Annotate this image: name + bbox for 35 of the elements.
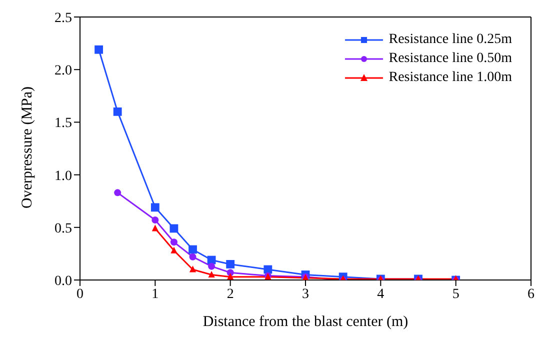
- point: [264, 265, 272, 274]
- legend-label: Resistance line 0.50m: [388, 50, 512, 68]
- point: [189, 266, 196, 272]
- point: [170, 246, 178, 254]
- y-tick-label: 1.0: [54, 168, 72, 184]
- point: [113, 107, 122, 116]
- point: [152, 224, 158, 232]
- point: [188, 245, 197, 254]
- y-tick-label: 0.0: [54, 274, 72, 289]
- y-tick-label: 2.0: [54, 64, 72, 79]
- point: [189, 253, 196, 260]
- x-tick-label: 6: [528, 286, 534, 302]
- legend-label: Resistance line 1.00m: [388, 69, 512, 87]
- x-tick-label: 2: [226, 286, 234, 302]
- x-axis-title: Distance from the blast center (m): [202, 314, 408, 330]
- point: [208, 270, 215, 278]
- point: [227, 273, 234, 280]
- point: [170, 238, 178, 246]
- x-tick-label: 1: [152, 286, 159, 302]
- x-tick-label: 5: [452, 286, 460, 302]
- y-axis-title: Overpressure (MPa): [19, 86, 36, 208]
- x-tick-label: 4: [377, 286, 384, 302]
- point: [94, 45, 103, 54]
- point: [226, 260, 235, 268]
- point: [208, 262, 216, 270]
- y-tick-label: 1.5: [54, 116, 72, 132]
- y-tick-label: 2.5: [54, 10, 72, 26]
- legend-label: Resistance line 0.25m: [388, 31, 512, 49]
- x-tick-label: 0: [76, 286, 84, 302]
- point: [152, 216, 159, 224]
- point: [170, 224, 178, 233]
- x-tick-label: 3: [302, 286, 309, 302]
- point: [150, 203, 160, 212]
- y-tick-label: 0.5: [54, 221, 72, 236]
- point: [114, 189, 122, 196]
